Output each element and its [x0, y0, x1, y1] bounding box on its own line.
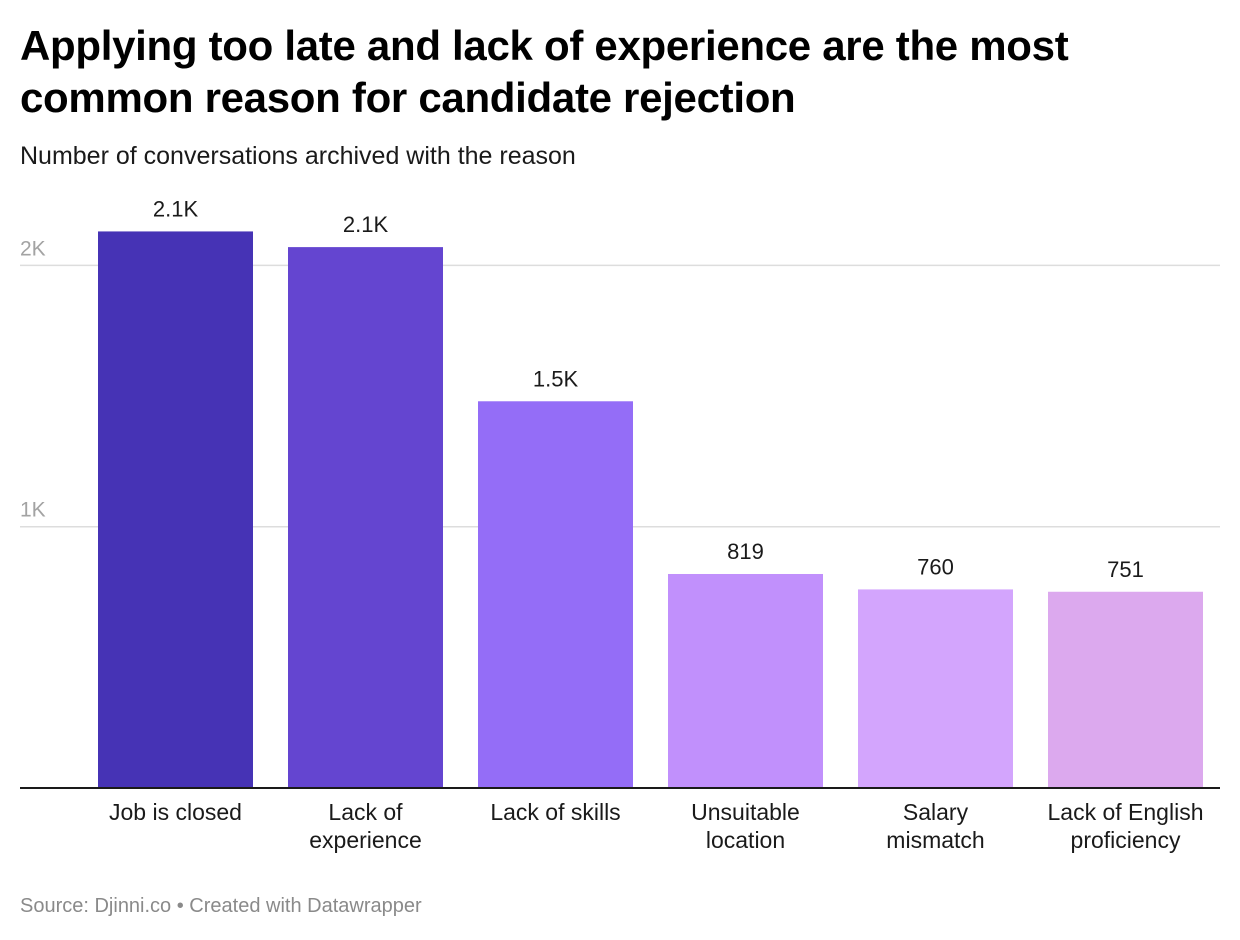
category-label: Lack of English proficiency: [1048, 799, 1204, 853]
bar: [1048, 591, 1203, 788]
value-label: 1.5K: [533, 366, 579, 391]
bar: [288, 247, 443, 788]
category-label-line: Lack of: [328, 799, 403, 825]
category-label-line: proficiency: [1071, 827, 1181, 853]
value-label: 751: [1107, 557, 1144, 582]
bar: [98, 231, 253, 788]
y-tick-label: 2K: [20, 237, 46, 260]
category-label-line: Lack of English: [1048, 799, 1204, 825]
category-label: Lack of experience: [309, 799, 422, 853]
bar: [858, 589, 1013, 788]
chart-title: Applying too late and lack of experience…: [20, 22, 1069, 121]
category-label-line: mismatch: [886, 827, 984, 853]
category-label-line: Salary: [903, 799, 969, 825]
bar: [668, 573, 823, 788]
value-label: 819: [727, 539, 764, 564]
bar: [478, 401, 633, 788]
value-label: 2.1K: [343, 212, 389, 237]
category-label-line: location: [706, 827, 785, 853]
value-label: 760: [917, 554, 954, 579]
value-label: 2.1K: [153, 196, 199, 221]
category-label-line: Job is closed: [109, 799, 242, 825]
category-label-line: Unsuitable: [691, 799, 800, 825]
value-labels: 2.1K 2.1K 1.5K 819 760 751: [153, 196, 1144, 581]
bars: [20, 231, 1220, 789]
category-label: Unsuitable location: [691, 799, 800, 853]
category-label-line: Lack of skills: [490, 799, 620, 825]
category-label-line: experience: [309, 827, 422, 853]
category-labels: Job is closed Lack of experience Lack of sk…: [109, 799, 1203, 853]
category-label: Salary mismatch: [886, 799, 984, 853]
category-label: Lack of skills: [490, 799, 620, 825]
category-label: Job is closed: [109, 799, 242, 825]
y-tick-label: 1K: [20, 499, 46, 522]
chart-subtitle: Number of conversations archived with th…: [20, 142, 576, 170]
bar-chart: 1K 2K 2.1K 2.1K 1.5K 819 760 751 Job is closed…: [20, 196, 1220, 853]
source-note: Source: Djinni.co • Created with Datawra…: [20, 895, 422, 917]
